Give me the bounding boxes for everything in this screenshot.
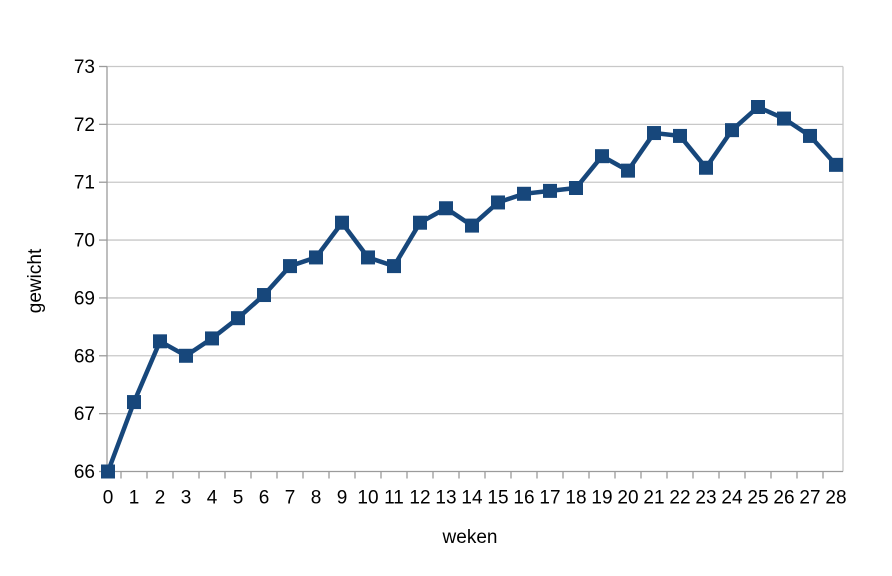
x-tick-label: 11 — [384, 488, 404, 509]
x-tick-label: 28 — [825, 488, 846, 509]
x-tick-label: 25 — [747, 488, 768, 509]
data-point-marker — [153, 334, 167, 349]
data-point-marker — [621, 163, 635, 178]
data-point-marker — [569, 181, 583, 195]
x-tick-label: 9 — [337, 488, 348, 509]
data-point-marker — [101, 464, 115, 479]
data-point-marker — [127, 395, 141, 410]
data-point-marker — [387, 259, 401, 274]
data-point-marker — [829, 157, 843, 172]
x-tick-label: 1 — [129, 488, 140, 509]
x-tick-label: 12 — [409, 488, 430, 509]
y-axis-title: gewicht — [25, 248, 46, 313]
x-tick-label: 22 — [669, 488, 690, 509]
data-point-marker — [751, 100, 765, 114]
x-tick-label: 6 — [259, 488, 270, 509]
data-point-marker — [283, 259, 297, 274]
x-tick-label: 0 — [103, 488, 114, 509]
data-series-line — [105, 104, 838, 473]
data-point-marker — [725, 123, 739, 138]
data-point-marker — [361, 250, 375, 265]
x-tick-label: 13 — [435, 488, 456, 509]
data-point-marker — [413, 215, 427, 230]
y-tick-label: 71 — [74, 173, 95, 194]
x-tick-label: 17 — [539, 488, 560, 509]
y-tick-label: 73 — [74, 57, 95, 78]
x-tick-label: 18 — [565, 488, 586, 509]
x-tick-label: 8 — [311, 488, 322, 509]
data-point-marker — [465, 218, 479, 233]
x-tick-label: 16 — [513, 488, 534, 509]
data-point-marker — [439, 201, 453, 216]
x-tick-label: 5 — [233, 488, 244, 509]
data-point-marker — [179, 348, 193, 363]
x-tick-label: 14 — [461, 488, 483, 509]
x-tick-label: 21 — [643, 488, 664, 509]
data-point-marker — [803, 128, 817, 143]
data-point-marker — [205, 331, 219, 346]
data-point-marker — [543, 183, 557, 198]
x-tick-label: 20 — [617, 488, 638, 509]
data-point-marker — [309, 250, 323, 265]
data-point-marker — [517, 186, 531, 201]
y-tick-label: 66 — [74, 462, 95, 483]
x-tick-label: 2 — [155, 488, 166, 509]
x-axis-title: weken — [442, 527, 498, 548]
data-point-marker — [335, 215, 349, 230]
y-tick-label: 68 — [74, 346, 95, 367]
x-tick-label: 23 — [695, 488, 716, 509]
data-point-marker — [777, 111, 791, 126]
x-tick-label: 27 — [799, 488, 820, 509]
x-tick-label: 4 — [207, 488, 218, 509]
data-point-marker — [231, 311, 245, 326]
x-tick-label: 15 — [487, 488, 508, 509]
x-tick-label: 7 — [285, 488, 296, 509]
x-tick-label: 24 — [721, 488, 743, 509]
x-tick-label: 10 — [357, 488, 378, 509]
y-tick-label: 69 — [74, 288, 95, 309]
x-tick-label: 3 — [181, 488, 192, 509]
y-tick-label: 70 — [74, 231, 95, 252]
y-tick-label: 67 — [74, 404, 95, 425]
x-tick-label: 26 — [773, 488, 794, 509]
data-point-marker — [257, 288, 271, 303]
data-point-marker — [673, 128, 687, 143]
y-tick-label: 72 — [74, 115, 95, 136]
data-point-marker — [647, 126, 661, 141]
data-point-marker — [595, 149, 609, 164]
data-point-marker — [491, 195, 505, 210]
data-point-marker — [699, 160, 713, 175]
x-tick-label: 19 — [591, 488, 612, 509]
